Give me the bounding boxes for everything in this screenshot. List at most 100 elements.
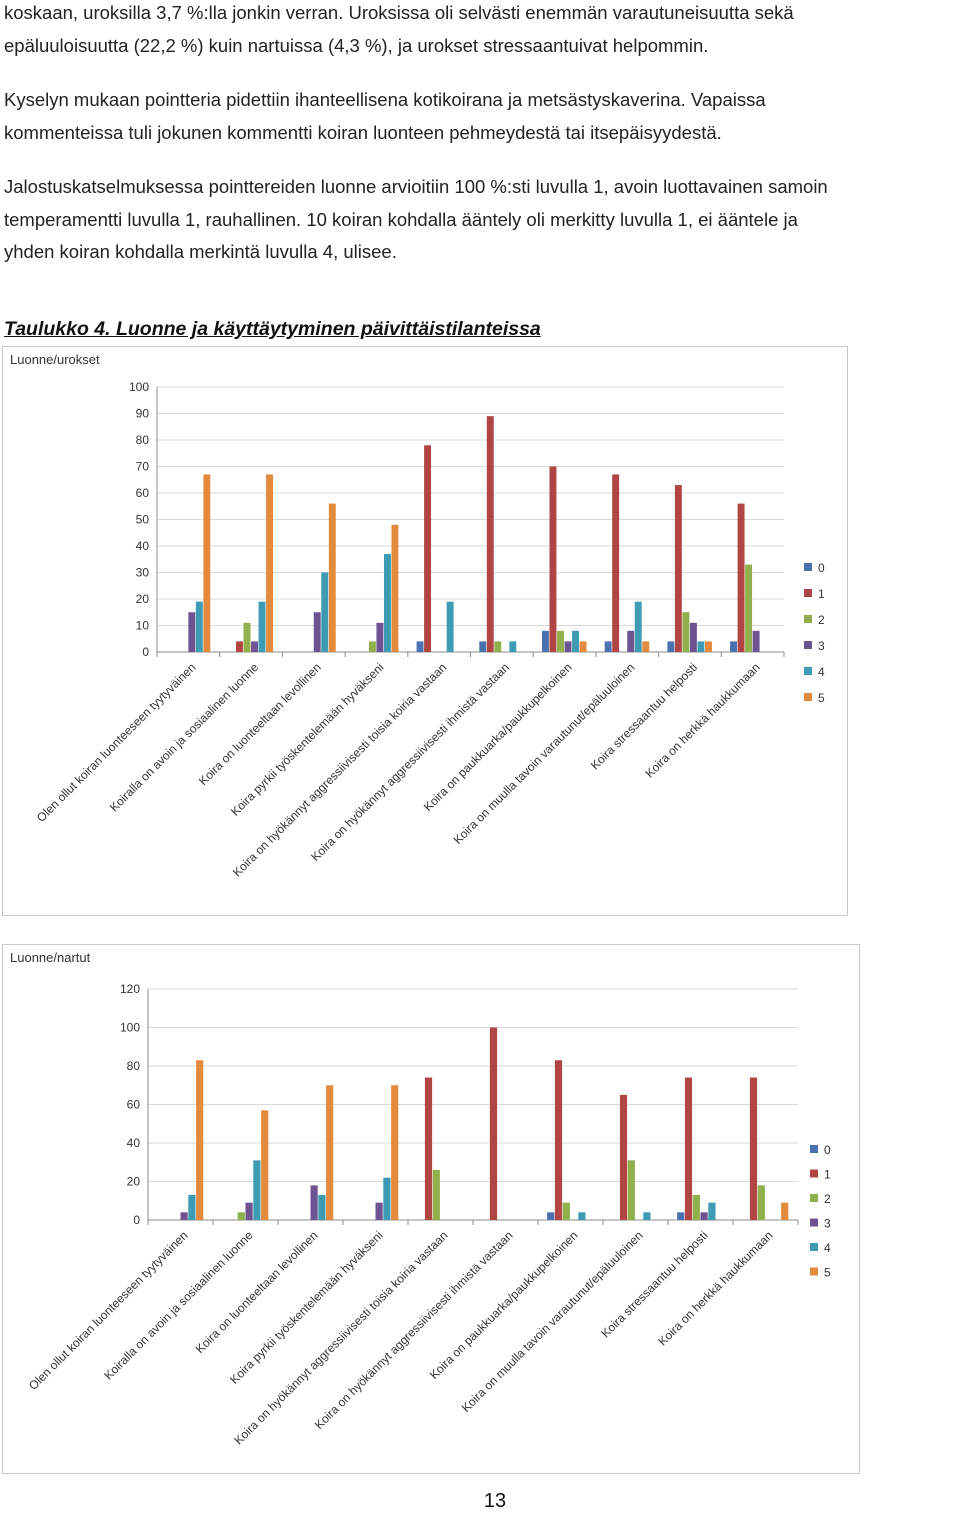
chart-females: Luonne/nartut 0 20 40 60 80 100 120 Olen ollut k… [2,944,860,1474]
bar [689,622,697,652]
bar [326,1085,334,1220]
legend-swatch [804,667,812,675]
legend-swatch [804,615,812,623]
bar [757,1185,765,1220]
y-tick-label: 0 [133,1213,140,1227]
legend-swatch [810,1267,818,1276]
legend-label: 4 [824,1241,831,1255]
table-caption: Taulukko 4. Luonne ja käyttäytyminen päi… [4,318,541,340]
bar [752,630,760,652]
bar [745,564,753,652]
bar [180,1212,188,1220]
bar [321,572,329,652]
bar [188,1194,196,1220]
legend-swatch [810,1218,818,1227]
bar [730,641,738,652]
legend-label: 1 [824,1168,831,1182]
y-tick-label: 40 [136,539,150,553]
bar [677,1212,685,1220]
bar [509,641,517,652]
bar [781,1202,789,1220]
bar [375,1202,383,1220]
bar [627,1160,635,1220]
page-number: 13 [483,1490,507,1512]
bar [572,630,579,652]
bar [313,612,321,652]
y-tick-label: 60 [136,486,150,500]
bar [383,1177,391,1220]
bar [243,622,251,652]
legend-label: 3 [824,1217,831,1231]
bar [708,1202,716,1220]
bar [667,641,675,652]
text-line: koskaan, uroksilla 3,7 %:lla jonkin verr… [4,2,794,23]
legend-swatch [804,563,812,571]
bar [391,524,399,652]
text-line: temperamentti luvulla 1, rauhallinen. 10… [4,208,798,230]
y-tick-label: 60 [127,1098,141,1112]
legend-label: 2 [818,613,825,627]
text-line: epäluuloisuutta (22,2 %) kuin nartuissa … [4,34,709,56]
bar [684,1077,693,1220]
bar [479,641,487,652]
y-tick-label: 80 [136,433,150,447]
bar [245,1202,253,1220]
y-tick-label: 0 [142,645,149,659]
y-tick-label: 10 [136,619,150,633]
y-tick-label: 50 [136,513,150,527]
bar [692,1194,700,1220]
bar [737,503,745,652]
bar [697,641,705,652]
bar [253,1160,261,1220]
bar [261,1110,269,1220]
bar [547,1212,555,1220]
paragraph-breeding: Jalostuskatselmuksessa pointtereiden luo… [4,171,959,269]
bar [674,485,682,652]
y-tick-label: 20 [127,1175,141,1189]
y-tick-label: 70 [136,460,150,474]
bar [383,553,391,652]
legend-label: 0 [824,1143,831,1157]
bar [486,416,494,652]
bar [258,601,266,652]
bar [700,1212,708,1220]
bar [749,1077,758,1220]
chart-title: Luonne/nartut [10,950,91,965]
bar [424,1077,433,1220]
bar [416,641,424,652]
bar [612,474,620,652]
legend-swatch [804,589,812,597]
legend-swatch [804,693,812,701]
y-tick-label: 30 [136,566,150,580]
bar [619,1094,628,1220]
bar [368,641,376,652]
bar [424,445,432,652]
bar [432,1169,440,1220]
bar [494,641,502,652]
bar [682,612,690,652]
bar [549,466,557,652]
legend-swatch [810,1145,818,1153]
y-tick-label: 90 [136,407,150,421]
bar [236,641,243,652]
legend-label: 5 [818,691,825,705]
chart-title: Luonne/urokset [10,352,100,367]
legend-label: 4 [818,665,825,679]
legend-swatch [810,1194,818,1202]
chart-males: Luonne/urokset 0 10 20 30 40 50 60 70 80 90 100 Olen… [2,346,848,916]
y-tick-label: 120 [120,982,140,996]
text-line: yhden koiran kohdalla merkintä luvulla 4… [4,241,397,262]
bar [704,641,712,652]
legend-swatch [810,1169,818,1178]
y-tick-label: 80 [127,1059,141,1073]
paragraph-summary: koskaan, uroksilla 3,7 %:lla jonkin verr… [4,0,959,62]
y-tick-label: 100 [120,1021,140,1035]
bar [310,1185,318,1220]
bar [578,1212,586,1220]
bar [541,630,549,652]
bar [643,1212,651,1220]
bar [196,1060,204,1220]
text-line: kommenteissa tuli jokunen kommentti koir… [4,121,722,143]
y-tick-label: 40 [127,1136,141,1150]
